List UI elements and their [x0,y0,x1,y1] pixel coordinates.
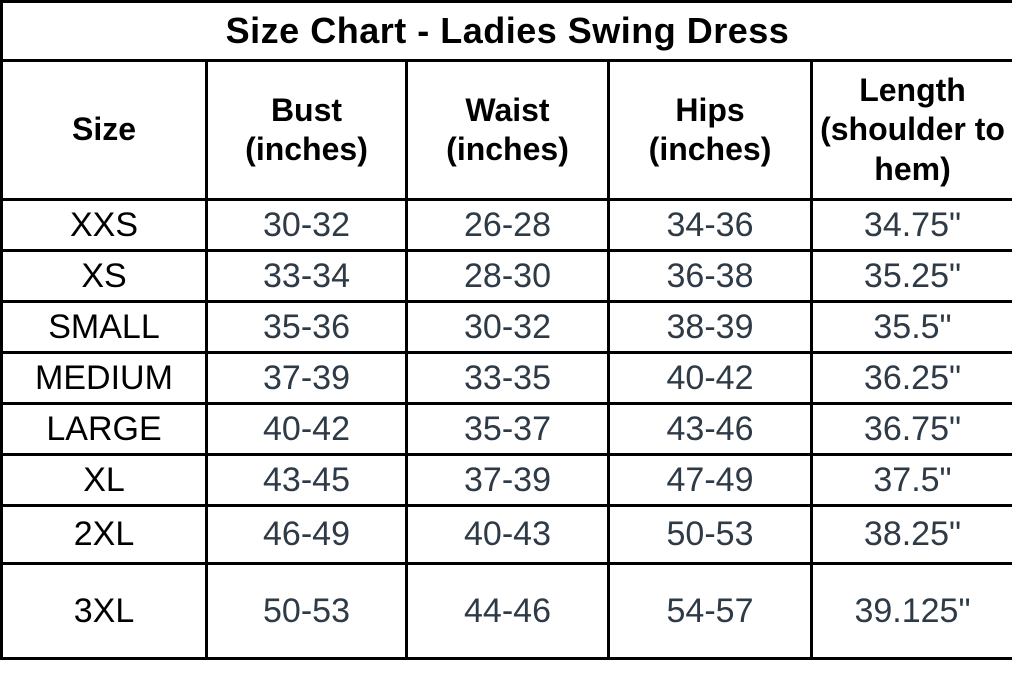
hips-cell: 47-49 [607,453,813,507]
table-row-3xl: 3XL 50-53 44-46 54-57 39.125" [0,562,1012,660]
size-cell: MEDIUM [0,351,208,405]
table-row-medium: MEDIUM 37-39 33-35 40-42 36.25" [0,351,1012,405]
waist-cell: 30-32 [405,300,610,354]
waist-cell: 26-28 [405,198,610,252]
length-cell: 37.5" [809,453,1012,507]
table-row-2xl: 2XL 46-49 40-43 50-53 38.25" [0,504,1012,565]
bust-cell: 35-36 [205,300,408,354]
waist-cell: 28-30 [405,249,610,303]
hips-cell: 54-57 [607,562,813,660]
length-cell: 36.25" [809,351,1012,405]
bust-cell: 40-42 [205,402,408,456]
bust-cell: 33-34 [205,249,408,303]
waist-cell: 40-43 [405,504,610,565]
bust-cell: 50-53 [205,562,408,660]
bust-cell: 30-32 [205,198,408,252]
hips-cell: 43-46 [607,402,813,456]
column-header-size: Size [0,59,208,201]
chart-title: Size Chart - Ladies Swing Dress [0,0,1012,62]
waist-cell: 37-39 [405,453,610,507]
size-cell: 2XL [0,504,208,565]
header-row: Size Bust (inches) Waist (inches) Hips (… [0,59,1012,201]
table-row-xs: XS 33-34 28-30 36-38 35.25" [0,249,1012,303]
hips-cell: 38-39 [607,300,813,354]
title-row: Size Chart - Ladies Swing Dress [0,0,1012,62]
column-header-waist: Waist (inches) [405,59,610,201]
size-cell: LARGE [0,402,208,456]
size-cell: XS [0,249,208,303]
waist-cell: 33-35 [405,351,610,405]
bust-cell: 46-49 [205,504,408,565]
table-row-small: SMALL 35-36 30-32 38-39 35.5" [0,300,1012,354]
size-cell: SMALL [0,300,208,354]
length-cell: 38.25" [809,504,1012,565]
column-header-bust: Bust (inches) [205,59,408,201]
hips-cell: 36-38 [607,249,813,303]
length-cell: 35.25" [809,249,1012,303]
waist-cell: 44-46 [405,562,610,660]
size-cell: XL [0,453,208,507]
length-cell: 34.75" [809,198,1012,252]
hips-cell: 34-36 [607,198,813,252]
size-cell: XXS [0,198,208,252]
length-cell: 39.125" [809,562,1012,660]
table-row-xl: XL 43-45 37-39 47-49 37.5" [0,453,1012,507]
bust-cell: 37-39 [205,351,408,405]
length-cell: 36.75" [809,402,1012,456]
length-cell: 35.5" [809,300,1012,354]
column-header-hips: Hips (inches) [607,59,813,201]
waist-cell: 35-37 [405,402,610,456]
table-row-large: LARGE 40-42 35-37 43-46 36.75" [0,402,1012,456]
bust-cell: 43-45 [205,453,408,507]
table-row-xxs: XXS 30-32 26-28 34-36 34.75" [0,198,1012,252]
column-header-length: Length (shoulder to hem) [809,59,1012,201]
hips-cell: 50-53 [607,504,813,565]
hips-cell: 40-42 [607,351,813,405]
size-chart-table: Size Chart - Ladies Swing Dress Size Bus… [0,0,1012,660]
size-cell: 3XL [0,562,208,660]
